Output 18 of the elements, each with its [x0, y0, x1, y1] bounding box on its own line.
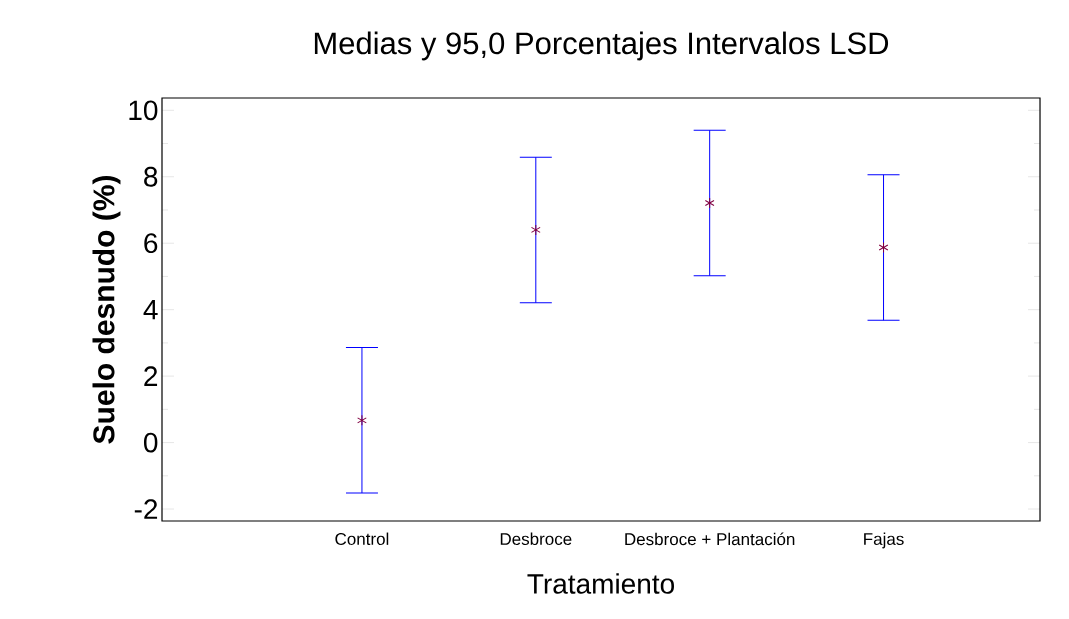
x-tick-label: Fajas	[864, 532, 904, 549]
x-tick-label: Desbroce + Plantación	[625, 532, 795, 546]
y-tick-label: 10	[129, 100, 158, 121]
y-tick-label: 4	[143, 300, 158, 320]
y-tick-label: 2	[144, 366, 158, 386]
y-tick-label: 6	[144, 233, 158, 254]
x-tick-label: Desbroce	[500, 532, 572, 546]
point	[878, 242, 889, 254]
point	[357, 414, 367, 426]
point	[530, 224, 541, 236]
y-tick-label: -2	[134, 499, 158, 519]
x-tick-label: Control	[335, 532, 389, 546]
chart-title: Medias y 95,0 Porcentajes Intervalos LSD	[314, 31, 889, 61]
y-axis-title: Suelo desnudo (%)	[92, 175, 121, 444]
y-tick-label: 0	[143, 432, 158, 453]
y-tick-label: 8	[144, 166, 158, 187]
x-axis-title: Tratamiento	[527, 573, 674, 594]
point	[704, 197, 715, 209]
